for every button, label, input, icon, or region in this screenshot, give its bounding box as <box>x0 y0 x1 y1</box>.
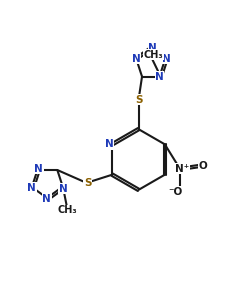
Text: N: N <box>59 184 67 194</box>
Text: N: N <box>34 164 43 174</box>
Text: ⁻O: ⁻O <box>169 187 183 196</box>
Text: CH₃: CH₃ <box>144 50 164 60</box>
Text: S: S <box>84 178 91 188</box>
Text: N: N <box>132 54 141 64</box>
Text: N: N <box>27 183 36 193</box>
Text: O: O <box>199 161 208 171</box>
Text: N: N <box>43 194 51 204</box>
Text: N: N <box>155 72 164 81</box>
Text: N⁺: N⁺ <box>175 164 189 174</box>
Text: N: N <box>162 54 171 64</box>
Text: N: N <box>105 139 114 149</box>
Text: CH₃: CH₃ <box>58 205 78 215</box>
Text: S: S <box>135 95 142 105</box>
Text: N: N <box>148 43 157 53</box>
